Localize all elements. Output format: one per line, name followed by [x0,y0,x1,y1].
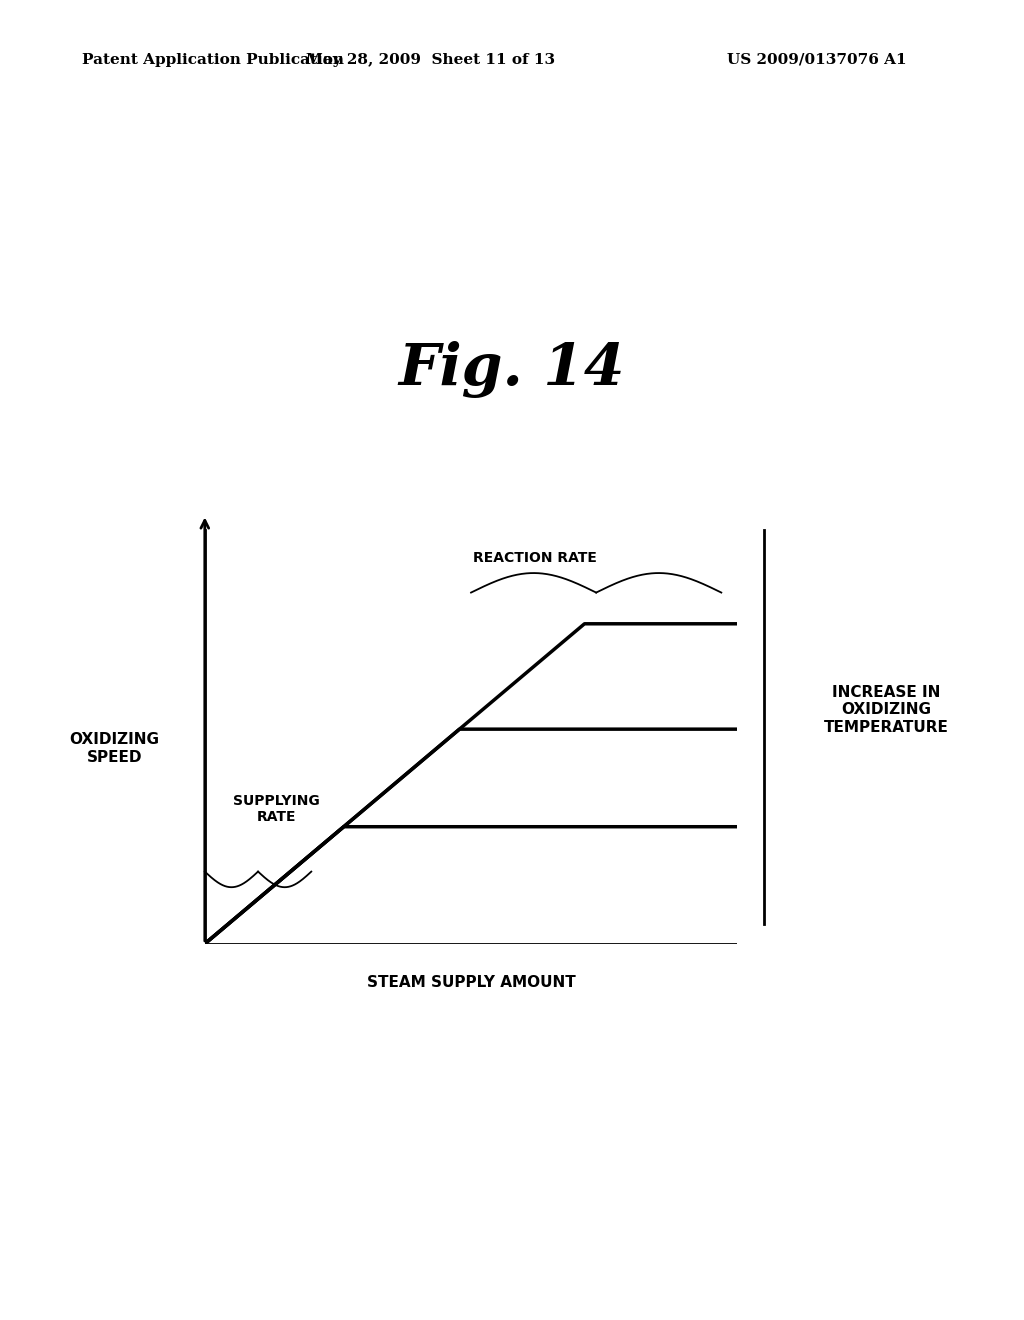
Text: Fig. 14: Fig. 14 [398,341,626,399]
Text: SUPPLYING
RATE: SUPPLYING RATE [233,795,321,824]
Text: May 28, 2009  Sheet 11 of 13: May 28, 2009 Sheet 11 of 13 [305,53,555,67]
Text: REACTION RATE: REACTION RATE [473,552,597,565]
Text: OXIDIZING
SPEED: OXIDIZING SPEED [70,733,160,764]
Text: US 2009/0137076 A1: US 2009/0137076 A1 [727,53,906,67]
Text: STEAM SUPPLY AMOUNT: STEAM SUPPLY AMOUNT [367,975,575,990]
Text: INCREASE IN
OXIDIZING
TEMPERATURE: INCREASE IN OXIDIZING TEMPERATURE [824,685,949,734]
Text: Patent Application Publication: Patent Application Publication [82,53,344,67]
